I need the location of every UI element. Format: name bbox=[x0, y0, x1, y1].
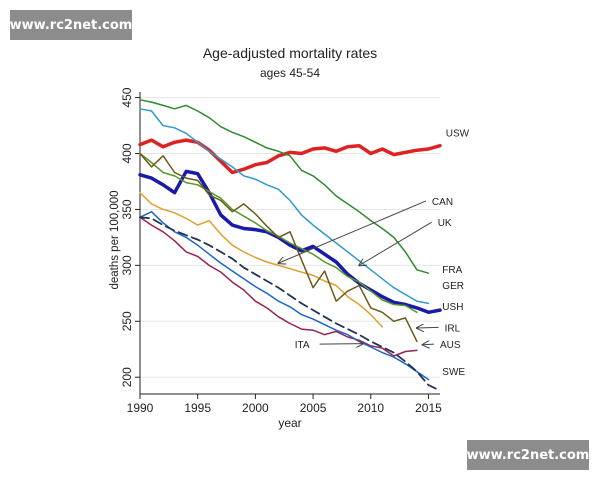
watermark-top: www.rc2net.com bbox=[10, 10, 132, 40]
series-label-can: CAN bbox=[432, 197, 453, 208]
series-line-irl bbox=[139, 152, 418, 343]
series-line-usw bbox=[138, 138, 442, 175]
chart-title: Age-adjusted mortality rates bbox=[203, 45, 377, 61]
x-axis-label: year bbox=[278, 416, 301, 430]
annotation-arrow-aus bbox=[423, 344, 435, 345]
series-line-ush bbox=[138, 169, 442, 315]
y-tick-label-400: 400 bbox=[120, 143, 134, 163]
x-tick-label-2010: 2010 bbox=[357, 401, 384, 415]
series-label-irl: IRL bbox=[445, 323, 461, 334]
x-tick-label-2015: 2015 bbox=[415, 401, 442, 415]
chart-subtitle: ages 45-54 bbox=[260, 66, 320, 80]
series-line-can bbox=[139, 191, 384, 328]
series-line-fra bbox=[139, 99, 430, 274]
y-tick-label-250: 250 bbox=[120, 311, 134, 331]
annotation-arrow-can bbox=[278, 200, 427, 263]
series-line-uk bbox=[139, 152, 418, 314]
series-label-ger: GER bbox=[442, 281, 464, 292]
series-label-fra: FRA bbox=[442, 265, 462, 276]
x-tick-label-2000: 2000 bbox=[242, 401, 269, 415]
annotation-arrow-uk bbox=[359, 221, 432, 265]
watermark-bottom: www.rc2net.com bbox=[467, 440, 589, 470]
y-axis-label: deaths per 100,000 bbox=[109, 190, 121, 289]
x-tick-label-1990: 1990 bbox=[127, 401, 154, 415]
series-label-usw: USW bbox=[446, 129, 470, 140]
series-label-uk: UK bbox=[438, 218, 452, 229]
series-label-ush: USH bbox=[442, 302, 463, 313]
series-line-ger bbox=[139, 108, 430, 305]
series-line-swe bbox=[139, 216, 441, 392]
annotation-arrow-irl bbox=[417, 327, 439, 328]
x-tick-label-1995: 1995 bbox=[184, 401, 211, 415]
y-tick-label-350: 350 bbox=[120, 199, 134, 219]
series-line-aus bbox=[139, 216, 418, 357]
series-label-ita: ITA bbox=[295, 340, 310, 351]
series-line-ita bbox=[139, 210, 430, 381]
y-tick-label-450: 450 bbox=[120, 87, 134, 107]
series-label-aus: AUS bbox=[440, 340, 461, 351]
y-tick-label-300: 300 bbox=[120, 255, 134, 275]
x-tick-label-2005: 2005 bbox=[300, 401, 327, 415]
y-tick-label-200: 200 bbox=[120, 367, 134, 387]
series-label-swe: SWE bbox=[442, 367, 465, 378]
